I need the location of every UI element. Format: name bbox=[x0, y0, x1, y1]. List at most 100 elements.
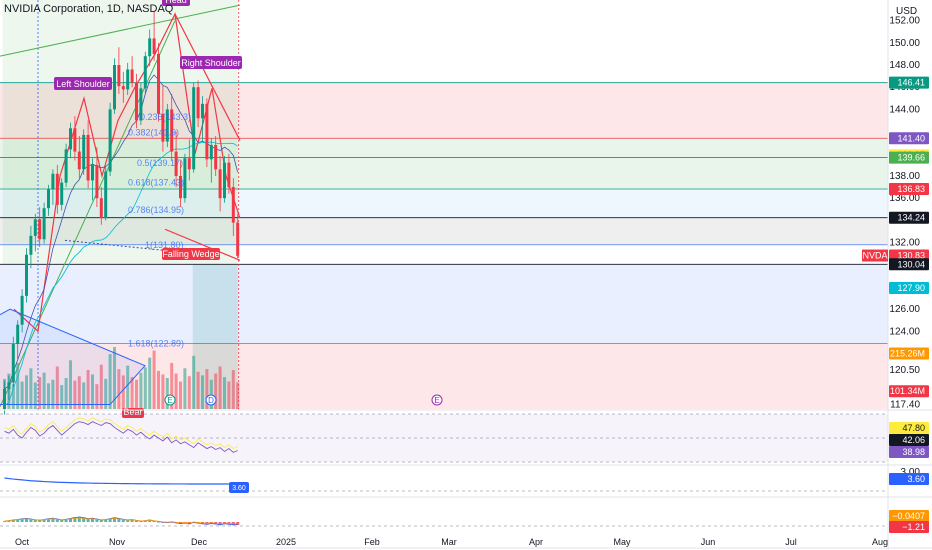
macd-bar bbox=[121, 519, 125, 522]
candle-body bbox=[51, 173, 55, 190]
macd-bar bbox=[130, 519, 134, 522]
volume-bar bbox=[135, 379, 138, 409]
volume-bar bbox=[157, 370, 160, 409]
candle-body bbox=[236, 222, 240, 256]
candle-body bbox=[11, 343, 15, 383]
price-chip bbox=[889, 258, 929, 271]
volume-bar bbox=[218, 366, 222, 409]
indicator3-inline-label: 3.60 bbox=[232, 485, 246, 492]
time-tick-label: Nov bbox=[109, 537, 126, 547]
wedge-bottom-line bbox=[164, 228, 241, 261]
macd-bar bbox=[113, 517, 116, 522]
candle-body bbox=[170, 109, 174, 152]
candle-body bbox=[201, 103, 204, 119]
pattern-label-box-right-shoulder bbox=[180, 56, 242, 69]
event-marker-label[interactable]: E bbox=[434, 396, 439, 405]
pattern-label-box-falling-wedge bbox=[162, 248, 220, 260]
fib-label: 1.618(122.89) bbox=[128, 339, 184, 349]
candle-body bbox=[60, 182, 64, 205]
price-tick-label: 120.50 bbox=[889, 365, 920, 376]
candle-body bbox=[227, 162, 231, 188]
volume-bar bbox=[201, 375, 204, 409]
time-axis[interactable]: Oct Nov Dec 2025 Feb Mar Apr May Jun Jul Aug bbox=[15, 537, 888, 547]
candle-body bbox=[73, 128, 77, 152]
volume-bar bbox=[174, 373, 178, 409]
pattern-label-left-shoulder: Left Shoulder bbox=[56, 79, 110, 89]
price-tick-label: 126.00 bbox=[889, 304, 920, 315]
candle-body bbox=[108, 109, 112, 172]
candle-body bbox=[139, 88, 143, 121]
macd-bar bbox=[3, 521, 6, 523]
fib-label: 0.382(141.9) bbox=[128, 128, 179, 138]
candle-body bbox=[3, 389, 6, 409]
volume-bar bbox=[69, 360, 72, 409]
candle-body bbox=[161, 113, 165, 142]
macd-bar bbox=[16, 519, 20, 522]
macd-bar bbox=[11, 520, 15, 522]
candle-body bbox=[192, 87, 196, 170]
grid-layer bbox=[0, 0, 888, 410]
pattern-layer: Head Left Shoulder Right Shoulder Falling W… bbox=[0, 0, 242, 418]
event-marker-label[interactable]: E bbox=[167, 396, 172, 405]
volume-bar bbox=[113, 347, 116, 409]
price-axis[interactable]: 152.00150.00148.00146.00144.00140.00138.… bbox=[862, 0, 929, 550]
volume-bar bbox=[95, 384, 99, 409]
price-chip-label: 134.24 bbox=[897, 213, 925, 223]
indicator3-inline-chip bbox=[229, 482, 249, 493]
pattern-label-box-left-shoulder bbox=[54, 77, 112, 90]
currency-label[interactable]: USD bbox=[896, 6, 917, 17]
candle-body bbox=[99, 198, 103, 219]
time-tick-label: Apr bbox=[529, 537, 543, 547]
macd-bar bbox=[86, 518, 90, 522]
candle-body bbox=[179, 175, 182, 199]
volume-bar bbox=[51, 379, 55, 409]
volume-layer bbox=[3, 347, 240, 409]
candle-body bbox=[143, 56, 147, 89]
macd-bar bbox=[95, 519, 99, 522]
macd-bar bbox=[126, 520, 130, 522]
event-marker-circle bbox=[164, 394, 176, 406]
volume-bar bbox=[25, 375, 28, 409]
price-chip-label: 136.83 bbox=[897, 184, 925, 194]
price-tick-label: 117.40 bbox=[890, 400, 920, 411]
price-tick-label: 132.00 bbox=[889, 238, 920, 249]
volume-bar bbox=[130, 377, 134, 409]
candle-body bbox=[47, 189, 50, 209]
volume-bar bbox=[29, 368, 33, 409]
event-marker-label[interactable]: D bbox=[208, 396, 214, 405]
macd-bar bbox=[143, 520, 147, 522]
candle-body bbox=[25, 254, 28, 296]
pattern-label-right-shoulder: Right Shoulder bbox=[181, 58, 241, 68]
price-chip bbox=[889, 347, 929, 360]
volume-bar bbox=[82, 382, 86, 409]
volume-bar bbox=[227, 381, 231, 409]
price-chip-label: 141.40 bbox=[897, 133, 925, 143]
time-tick-label: Oct bbox=[15, 537, 30, 547]
fib-label: 0.618(137.43) bbox=[128, 177, 184, 187]
fib-labels-layer: 0.236(143.3) 0.382(141.9) 0.5(139.17) 0.618… bbox=[128, 112, 443, 406]
macd-bar bbox=[60, 520, 64, 522]
macd-bar bbox=[73, 517, 77, 522]
volume-bar bbox=[236, 382, 240, 409]
candle-body bbox=[16, 324, 20, 344]
symbol-chip bbox=[862, 249, 888, 262]
macd-bar bbox=[7, 520, 11, 522]
candle-body bbox=[95, 164, 99, 199]
volume-bar bbox=[214, 373, 218, 409]
rsi-chip bbox=[889, 422, 929, 434]
indicator3-chip bbox=[889, 473, 929, 485]
rsi-chip-label: 47.80 bbox=[902, 423, 925, 433]
time-tick-label: Jul bbox=[785, 537, 797, 547]
zone-blue-light bbox=[0, 188, 888, 218]
candle-body bbox=[223, 162, 226, 199]
time-tick-label: Jun bbox=[701, 537, 716, 547]
volume-bar bbox=[205, 369, 209, 409]
candle-body bbox=[126, 69, 130, 90]
volume-bar bbox=[161, 374, 165, 409]
zones-layer bbox=[0, 0, 888, 409]
macd-bar bbox=[170, 522, 174, 523]
volume-bar bbox=[183, 368, 187, 409]
macd-chip-label: −1.21 bbox=[902, 522, 925, 532]
candle-body bbox=[148, 38, 152, 57]
